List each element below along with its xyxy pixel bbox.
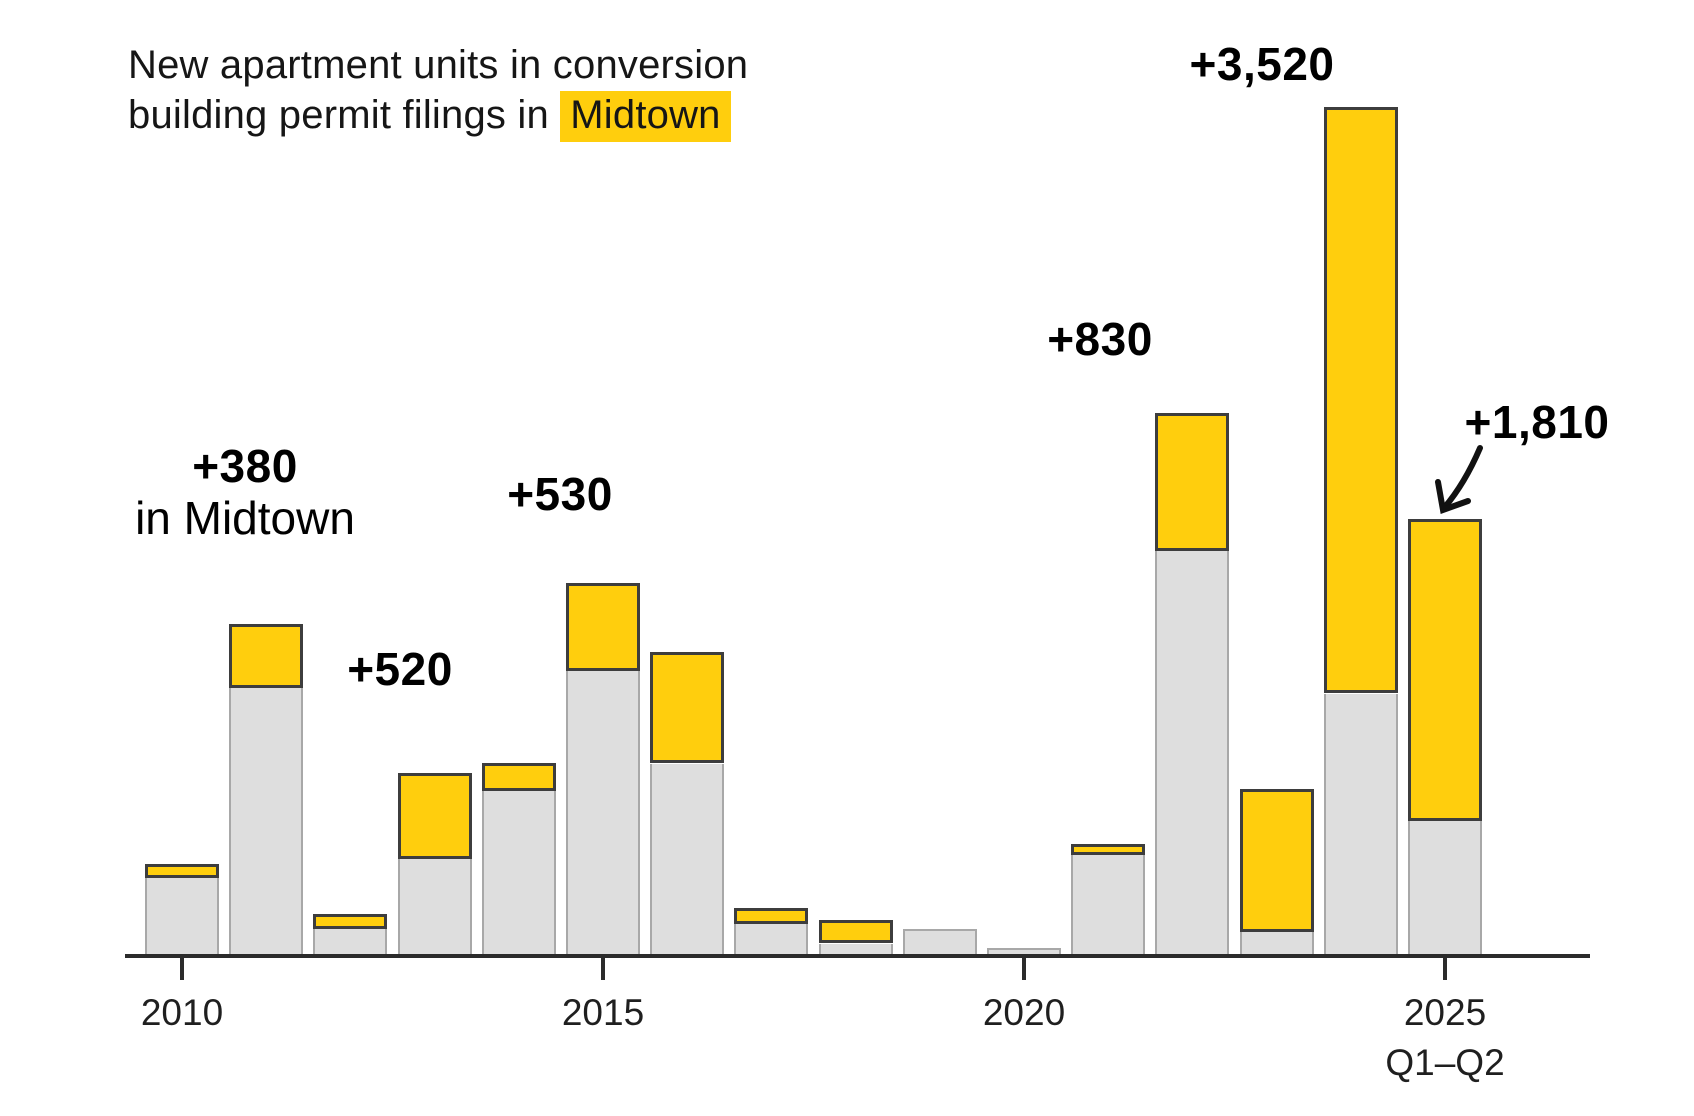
bar-2022-yellow-segment bbox=[1155, 412, 1229, 551]
chart-title-line2: building permit filings in Midtown bbox=[128, 90, 748, 142]
x-axis-sublabel-2025: Q1–Q2 bbox=[1385, 1042, 1505, 1083]
bar-2021-yellow-segment bbox=[1071, 844, 1145, 856]
x-axis-line bbox=[125, 954, 1590, 958]
bar-2015-yellow-segment bbox=[566, 582, 640, 671]
bar-2024-gray-segment bbox=[1324, 693, 1398, 956]
chart-title-line1: New apartment units in conversion bbox=[128, 43, 749, 87]
bar-2025-yellow-segment bbox=[1408, 519, 1482, 821]
annotation-2025: +1,810 bbox=[1464, 396, 1610, 448]
annotation-2022: +830 bbox=[1047, 313, 1153, 365]
bar-2019-gray-segment bbox=[903, 929, 977, 956]
bar-2010-gray-segment bbox=[145, 877, 219, 956]
bar-2011-gray-segment bbox=[229, 687, 303, 956]
bar-2015-gray-segment bbox=[566, 671, 640, 956]
x-axis-label-2020: 2020 bbox=[982, 992, 1066, 1033]
annotation-2011-subtext: in Midtown bbox=[135, 492, 355, 544]
bar-2012-yellow-segment bbox=[313, 914, 387, 930]
x-axis-label-2010: 2010 bbox=[140, 992, 224, 1033]
annotation-2013: +520 bbox=[347, 643, 453, 695]
x-axis-tick-2025 bbox=[1443, 958, 1447, 980]
chart-title: New apartment units in conversion buildi… bbox=[128, 40, 749, 142]
bar-2013-gray-segment bbox=[398, 859, 472, 956]
bar-2023-gray-segment bbox=[1240, 931, 1314, 956]
bar-2017-gray-segment bbox=[734, 924, 808, 956]
bar-2016-gray-segment bbox=[650, 763, 724, 956]
x-axis-tick-2010 bbox=[180, 958, 184, 980]
annotation-arrow-icon bbox=[1435, 445, 1483, 515]
x-axis-tick-2015 bbox=[601, 958, 605, 980]
annotation-2011: +380 in Midtown bbox=[135, 440, 355, 544]
bar-2016-yellow-segment bbox=[650, 651, 724, 764]
bar-2012-gray-segment bbox=[313, 929, 387, 956]
bar-2017-yellow-segment bbox=[734, 907, 808, 925]
bar-2021-gray-segment bbox=[1071, 855, 1145, 956]
x-axis-label-2015: 2015 bbox=[561, 992, 645, 1033]
bar-2022-gray-segment bbox=[1155, 551, 1229, 956]
bar-2011-yellow-segment bbox=[229, 624, 303, 688]
chart-title-line2-text: building permit filings in bbox=[128, 93, 561, 137]
bar-2024-yellow-segment bbox=[1324, 106, 1398, 694]
bar-2013-yellow-segment bbox=[398, 772, 472, 860]
bar-2014-yellow-segment bbox=[482, 762, 556, 791]
x-axis-tick-2020 bbox=[1022, 958, 1026, 980]
bar-2010-yellow-segment bbox=[145, 864, 219, 878]
annotation-2024: +3,520 bbox=[1189, 38, 1335, 90]
bar-2023-yellow-segment bbox=[1240, 788, 1314, 932]
bar-2025-gray-segment bbox=[1408, 821, 1482, 956]
x-axis-label-2025: 2025 bbox=[1403, 992, 1487, 1033]
bar-2018-yellow-segment bbox=[819, 920, 893, 944]
title-highlight-midtown: Midtown bbox=[560, 91, 731, 142]
annotation-2015: +530 bbox=[507, 468, 613, 520]
bar-2014-gray-segment bbox=[482, 791, 556, 956]
